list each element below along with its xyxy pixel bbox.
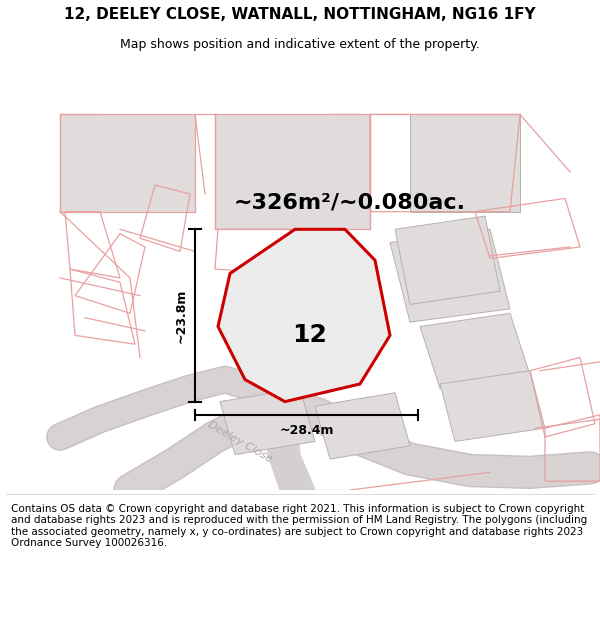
Polygon shape: [410, 114, 520, 212]
Polygon shape: [420, 313, 530, 388]
Text: ~28.4m: ~28.4m: [279, 424, 334, 438]
Polygon shape: [315, 392, 410, 459]
Text: Contains OS data © Crown copyright and database right 2021. This information is : Contains OS data © Crown copyright and d…: [11, 504, 587, 548]
Polygon shape: [60, 114, 195, 212]
Text: 12: 12: [293, 323, 328, 348]
Polygon shape: [218, 229, 390, 402]
Text: 12, DEELEY CLOSE, WATNALL, NOTTINGHAM, NG16 1FY: 12, DEELEY CLOSE, WATNALL, NOTTINGHAM, N…: [64, 7, 536, 22]
Text: ~326m²/~0.080ac.: ~326m²/~0.080ac.: [234, 192, 466, 213]
Text: Deeley Close: Deeley Close: [206, 419, 274, 464]
Polygon shape: [440, 371, 545, 441]
Polygon shape: [395, 216, 500, 304]
Polygon shape: [265, 114, 360, 490]
Polygon shape: [390, 229, 510, 322]
Polygon shape: [215, 114, 370, 229]
Text: ~23.8m: ~23.8m: [175, 288, 187, 342]
Text: Map shows position and indicative extent of the property.: Map shows position and indicative extent…: [120, 38, 480, 51]
Polygon shape: [220, 388, 315, 454]
